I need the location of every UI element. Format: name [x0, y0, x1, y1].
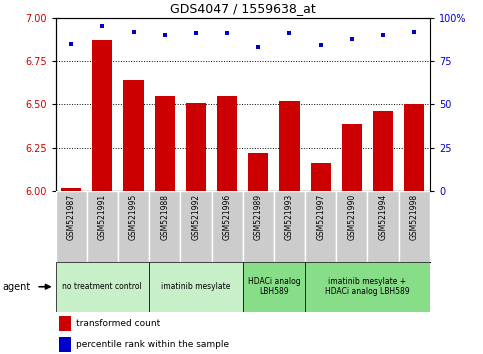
Bar — [279, 101, 299, 191]
Text: GSM521998: GSM521998 — [410, 194, 419, 240]
Point — [348, 36, 356, 41]
Bar — [123, 80, 143, 191]
Bar — [311, 164, 331, 191]
Bar — [336, 191, 368, 262]
Text: transformed count: transformed count — [76, 319, 160, 328]
Bar — [180, 191, 212, 262]
Bar — [61, 188, 81, 191]
Point — [67, 41, 75, 46]
Text: agent: agent — [2, 282, 30, 292]
Bar — [373, 112, 393, 191]
Title: GDS4047 / 1559638_at: GDS4047 / 1559638_at — [170, 2, 315, 15]
Text: GSM521991: GSM521991 — [98, 194, 107, 240]
Bar — [59, 337, 71, 352]
Text: GSM521997: GSM521997 — [316, 194, 325, 240]
Bar — [242, 191, 274, 262]
Text: imatinib mesylate: imatinib mesylate — [161, 282, 230, 291]
Bar — [92, 40, 113, 191]
Point — [379, 32, 387, 38]
Text: GSM521993: GSM521993 — [285, 194, 294, 240]
Text: HDACi analog
LBH589: HDACi analog LBH589 — [248, 277, 300, 296]
Bar — [342, 124, 362, 191]
Bar — [149, 262, 242, 312]
Point — [129, 29, 137, 34]
Text: imatinib mesylate +
HDACi analog LBH589: imatinib mesylate + HDACi analog LBH589 — [325, 277, 410, 296]
Bar — [305, 191, 336, 262]
Point — [255, 44, 262, 50]
Bar — [118, 191, 149, 262]
Point — [192, 30, 200, 36]
Bar — [217, 96, 237, 191]
Text: GSM521989: GSM521989 — [254, 194, 263, 240]
Bar — [248, 153, 269, 191]
Point — [161, 32, 169, 38]
Text: GSM521990: GSM521990 — [347, 194, 356, 240]
Text: percentile rank within the sample: percentile rank within the sample — [76, 340, 229, 349]
Text: GSM521992: GSM521992 — [191, 194, 200, 240]
Point — [411, 29, 418, 34]
Bar — [398, 191, 430, 262]
Bar — [87, 191, 118, 262]
Point — [99, 23, 106, 29]
Bar — [242, 262, 305, 312]
Text: GSM521987: GSM521987 — [67, 194, 76, 240]
Point — [317, 42, 325, 48]
Bar — [186, 103, 206, 191]
Text: GSM521995: GSM521995 — [129, 194, 138, 240]
Bar — [59, 316, 71, 331]
Bar — [155, 96, 175, 191]
Text: GSM521988: GSM521988 — [160, 194, 169, 240]
Text: GSM521996: GSM521996 — [223, 194, 232, 240]
Bar — [305, 262, 430, 312]
Point — [223, 30, 231, 36]
Text: no treatment control: no treatment control — [62, 282, 142, 291]
Bar — [56, 191, 87, 262]
Point — [285, 30, 293, 36]
Bar — [56, 262, 149, 312]
Bar — [149, 191, 180, 262]
Text: GSM521994: GSM521994 — [379, 194, 387, 240]
Bar — [368, 191, 398, 262]
Bar — [212, 191, 242, 262]
Bar — [274, 191, 305, 262]
Bar — [404, 104, 425, 191]
